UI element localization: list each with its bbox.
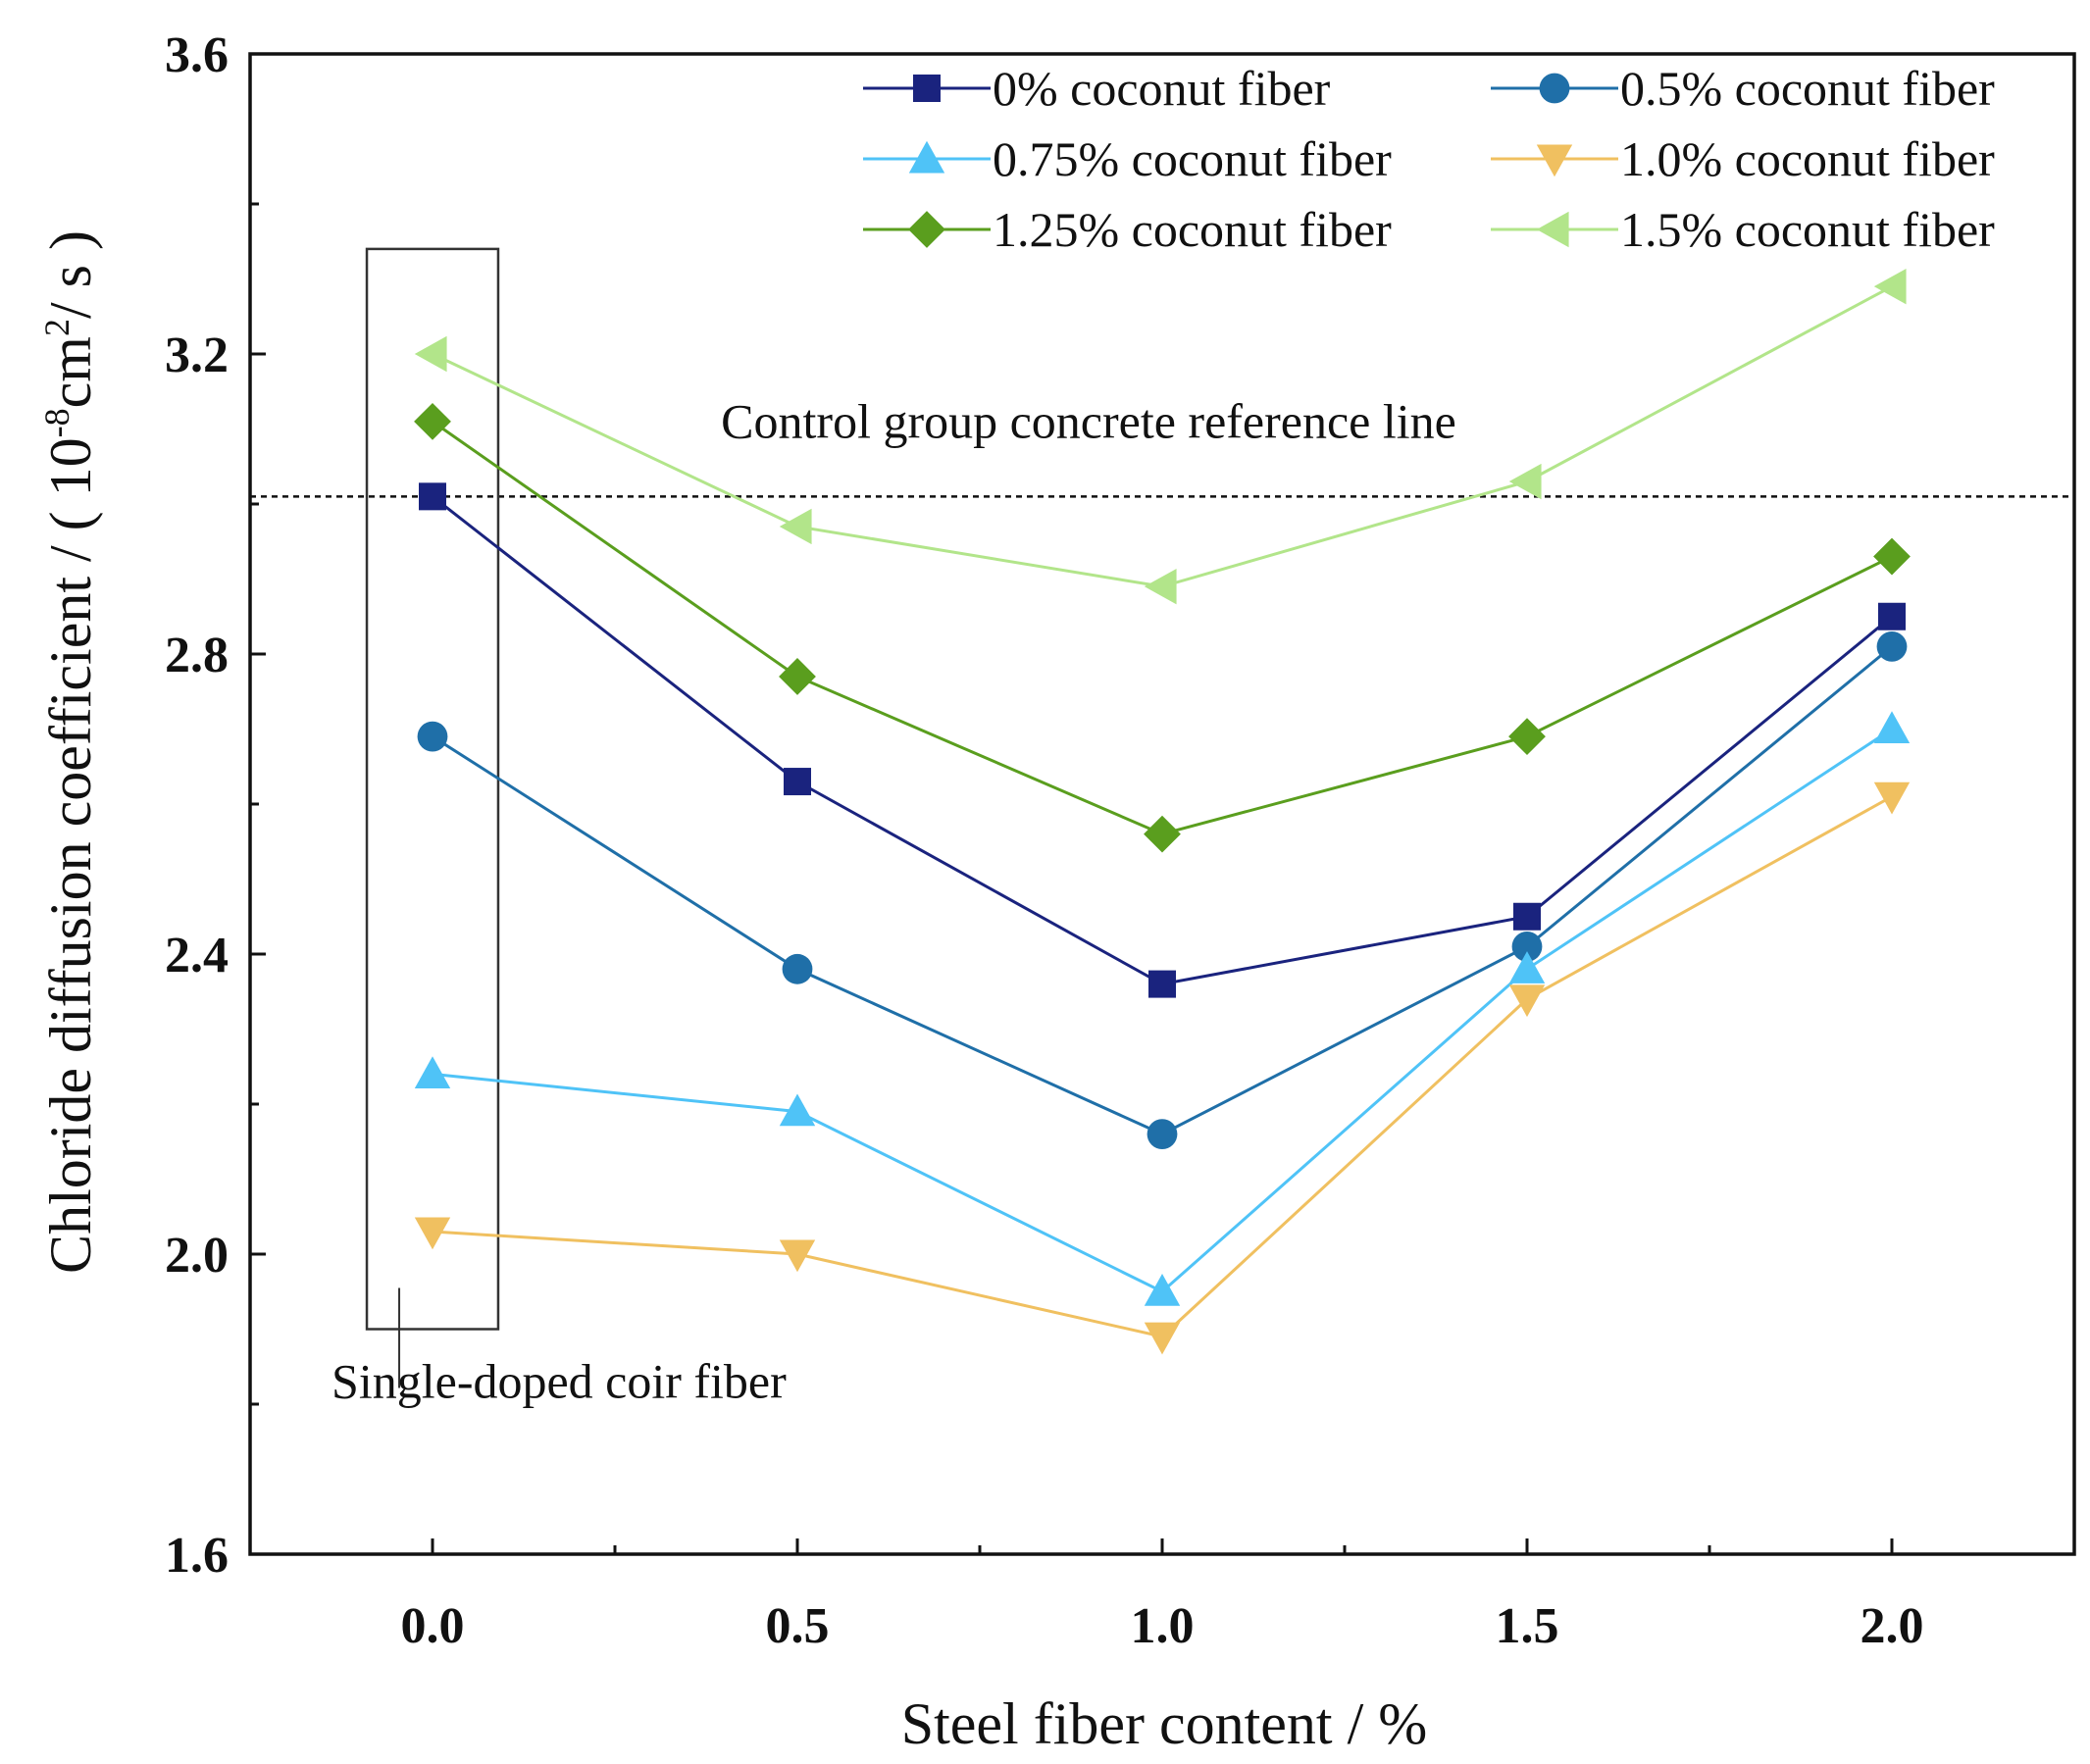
data-point [414, 1056, 451, 1088]
data-point [1144, 568, 1177, 605]
series-line [432, 645, 1893, 1136]
reference-line-label: Control group concrete reference line [721, 393, 1456, 448]
series-group [414, 268, 1911, 1355]
y-axis-title: Chloride diffusion coefficient / ( 10-8c… [37, 230, 103, 1274]
legend-swatch-marker [908, 211, 945, 248]
legend-item: 0.5% coconut fiber [1491, 61, 1995, 116]
legend-swatch-marker [1536, 211, 1569, 248]
y-axis-title-exp2: 2 [37, 319, 76, 336]
data-point [1144, 815, 1181, 853]
legend-label: 0.5% coconut fiber [1620, 61, 1995, 116]
legend-label: 0.75% coconut fiber [993, 131, 1392, 186]
data-point [1148, 970, 1176, 998]
data-point [779, 658, 816, 695]
data-point [414, 402, 451, 440]
data-point [417, 721, 448, 752]
annotation-label: Single-doped coir fiber [331, 1354, 787, 1409]
y-tick-label: 1.6 [165, 1528, 229, 1584]
series-0 [419, 482, 1906, 998]
legend-item: 0% coconut fiber [863, 61, 1331, 116]
data-point [1878, 602, 1906, 630]
data-point [784, 768, 811, 796]
series-5 [414, 268, 1907, 605]
legend-swatch-marker [908, 140, 945, 174]
legend-swatch-marker [1539, 73, 1570, 104]
data-point [1144, 1322, 1181, 1355]
legend-swatch-marker [913, 75, 941, 102]
data-point [779, 1239, 816, 1273]
legend-item: 1.25% coconut fiber [863, 202, 1392, 257]
legend-label: 1.5% coconut fiber [1620, 202, 1995, 257]
data-point [1144, 1274, 1181, 1306]
data-point [782, 953, 813, 984]
series-2 [414, 711, 1911, 1306]
y-axis-title-exp1: -8 [37, 408, 76, 437]
legend-swatch-marker [1536, 144, 1573, 177]
data-point [1511, 931, 1543, 962]
data-point [1508, 951, 1546, 983]
y-tick-label: 2.4 [165, 928, 229, 983]
data-point [1873, 781, 1911, 815]
series-line [432, 420, 1893, 836]
x-tick-label: 0.5 [766, 1598, 830, 1654]
data-point [779, 1093, 816, 1127]
y-tick-label: 2.0 [165, 1228, 229, 1284]
y-tick-label: 3.6 [165, 27, 229, 83]
legend-item: 1.0% coconut fiber [1491, 131, 1995, 186]
legend: 0% coconut fiber 0.5% coconut fiber 0.75% … [863, 61, 1995, 257]
series-line [432, 495, 1893, 986]
reference-line-group: Control group concrete reference line [250, 393, 2074, 498]
y-axis-title-prefix: Chloride diffusion coefficient / ( 10 [38, 437, 103, 1274]
data-point [1873, 537, 1911, 576]
data-point [1513, 902, 1541, 931]
x-tick-label: 0.0 [401, 1598, 465, 1654]
data-point [1873, 268, 1907, 305]
data-point [779, 508, 812, 545]
series-line [432, 728, 1893, 1294]
data-point [414, 335, 447, 373]
x-tick-label: 2.0 [1861, 1598, 1924, 1654]
y-tick-label: 2.8 [165, 628, 229, 683]
legend-item: 1.5% coconut fiber [1491, 202, 1995, 257]
data-point [1876, 630, 1908, 662]
x-tick-label: 1.5 [1496, 1598, 1559, 1654]
data-point [1508, 463, 1542, 500]
legend-item: 0.75% coconut fiber [863, 131, 1392, 186]
legend-label: 0% coconut fiber [993, 61, 1331, 116]
series-1 [417, 630, 1908, 1149]
x-tick-label: 1.0 [1131, 1598, 1195, 1654]
y-axis-title-suffix: / s ) [38, 230, 103, 319]
series-4 [414, 402, 1911, 853]
data-point [1873, 711, 1911, 744]
data-point [414, 1217, 451, 1250]
data-point [1508, 984, 1546, 1018]
series-3 [414, 781, 1911, 1355]
legend-label: 1.25% coconut fiber [993, 202, 1392, 257]
data-point [1147, 1119, 1178, 1149]
legend-label: 1.0% coconut fiber [1620, 131, 1995, 186]
x-axis-title: Steel fiber content / % [901, 1691, 1427, 1756]
data-point [1508, 718, 1546, 756]
y-tick-label: 3.2 [165, 328, 229, 383]
y-axis-title-mid: cm [38, 336, 103, 408]
axis-ticks: 0.0 0.5 1.0 1.5 2.0 1.6 2.0 2.4 2.8 3.2 3.6 [165, 27, 1924, 1654]
data-point [419, 482, 446, 511]
annotation-box [365, 247, 500, 1331]
annotation-group: Single-doped coir fiber [331, 247, 787, 1409]
